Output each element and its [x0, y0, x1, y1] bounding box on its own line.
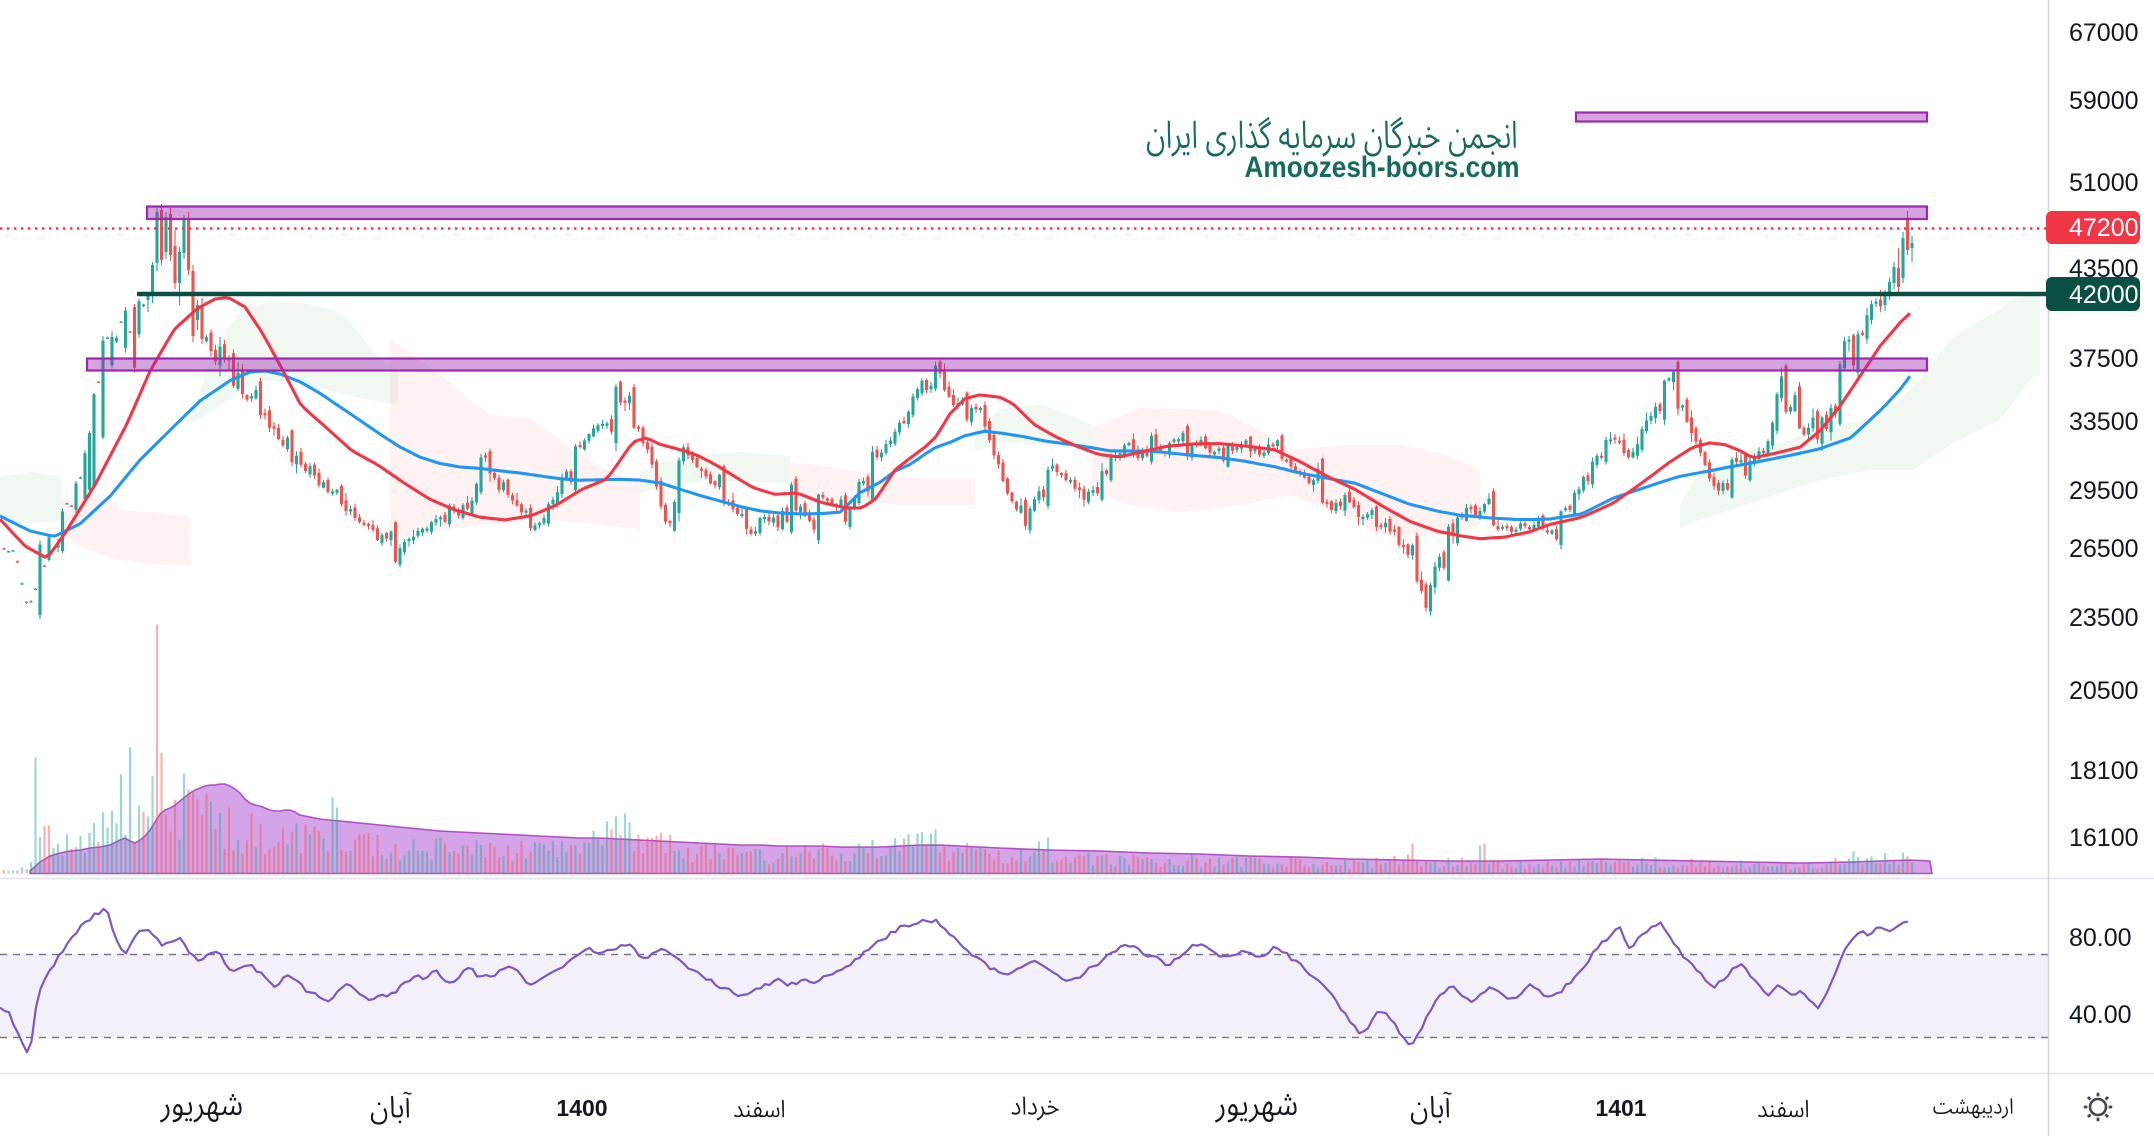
svg-text:59000: 59000: [2069, 87, 2139, 115]
svg-text:42000: 42000: [2069, 281, 2139, 309]
svg-text:40.00: 40.00: [2069, 1001, 2132, 1029]
svg-text:37500: 37500: [2069, 345, 2139, 373]
svg-text:67000: 67000: [2069, 19, 2139, 47]
svg-text:18100: 18100: [2069, 757, 2139, 785]
svg-text:Amoozesh-boors.com: Amoozesh-boors.com: [1245, 151, 1520, 184]
svg-text:1400: 1400: [556, 1095, 607, 1121]
svg-text:26500: 26500: [2069, 535, 2139, 563]
svg-text:80.00: 80.00: [2069, 924, 2132, 952]
svg-text:51000: 51000: [2069, 169, 2139, 197]
svg-text:33500: 33500: [2069, 408, 2139, 436]
svg-text:23500: 23500: [2069, 604, 2139, 632]
svg-text:20500: 20500: [2069, 677, 2139, 705]
svg-text:16100: 16100: [2069, 824, 2139, 852]
svg-text:29500: 29500: [2069, 477, 2139, 505]
svg-text:1401: 1401: [1595, 1095, 1646, 1121]
svg-text:47200: 47200: [2069, 214, 2139, 242]
